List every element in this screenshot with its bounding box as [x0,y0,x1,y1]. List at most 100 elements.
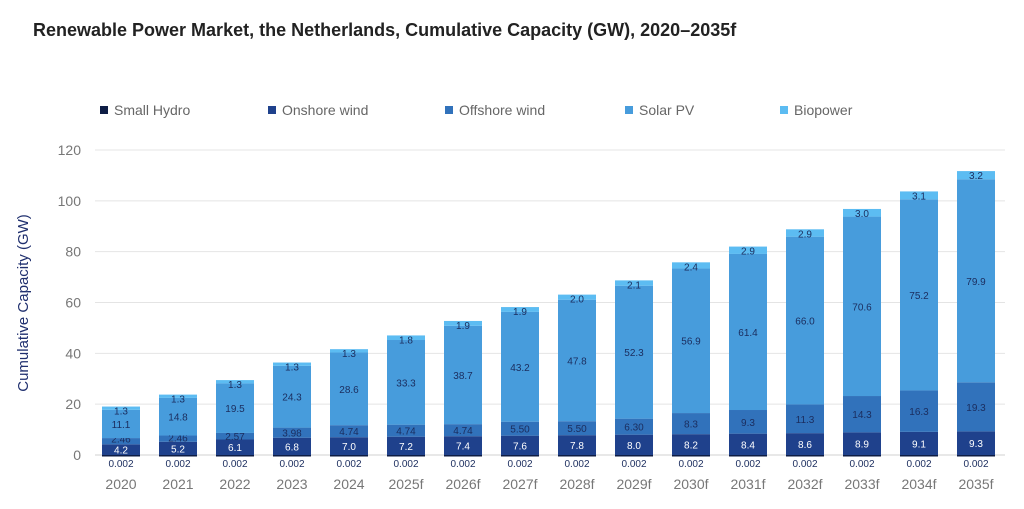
bar-segment [387,454,425,457]
data-label: 66.0 [795,317,815,328]
chart-title: Renewable Power Market, the Netherlands,… [33,20,737,40]
data-label: 6.1 [228,443,242,454]
bar-segment [843,396,881,433]
bar-segment [900,454,938,457]
legend-swatch [625,106,633,114]
data-label: 61.4 [738,328,758,339]
bar-segment [672,413,710,435]
bar-segment [900,191,938,200]
bar-segment [843,454,881,457]
data-label: 19.3 [966,403,986,414]
data-label: 7.0 [342,442,356,453]
bar-segment [615,454,653,457]
bar-segment [159,397,197,436]
bar-segment [501,307,539,312]
x-tick-label: 2022 [219,476,250,492]
bar-segment [102,438,140,445]
data-label: 8.6 [798,440,812,451]
bar-segment [273,427,311,438]
bar-segment [786,454,824,457]
bar-segment [501,421,539,436]
data-label: 7.6 [513,441,527,452]
bar-segment [558,421,596,436]
bar-segment [273,362,311,366]
data-label: 7.2 [399,442,413,453]
bar-segment [957,179,995,383]
data-label: 56.9 [681,337,701,348]
data-label: 8.4 [741,440,755,451]
data-label: 2.57 [225,432,245,443]
bar-segment [216,454,254,457]
x-tick-label: 2024 [333,476,364,492]
x-tick-label: 2027f [502,476,537,492]
data-label: 9.1 [912,439,926,450]
bar-segment [330,437,368,455]
bar-segment [957,171,995,180]
bar-segment [159,394,197,398]
bar-segment [843,432,881,455]
bar-segment [216,439,254,455]
data-label: 8.9 [855,440,869,451]
bar-segment [102,409,140,439]
bar-segment [615,434,653,455]
data-label: 8.2 [684,441,698,452]
legend-label: Small Hydro [114,102,190,118]
data-label: 2.9 [741,247,755,258]
data-label: 0.002 [735,459,760,470]
data-label: 9.3 [741,418,755,429]
bar-segment [672,268,710,414]
data-label: 52.3 [624,348,644,359]
bar-segment [102,444,140,455]
y-tick-label: 120 [58,142,82,158]
bar-segment [558,435,596,455]
y-tick-label: 60 [65,295,81,311]
x-tick-label: 2033f [844,476,879,492]
bar-segment [843,208,881,217]
data-label: 0.002 [108,459,133,470]
data-label: 1.9 [456,321,470,332]
legend-label: Solar PV [639,102,695,118]
data-label: 11.1 [112,420,131,431]
bar-segment [330,349,368,353]
data-label: 1.3 [171,395,185,406]
bar-segment [444,454,482,457]
bar-segment [330,454,368,457]
bar-segment [729,433,767,455]
bar-segment [672,454,710,457]
bar-segment [387,340,425,425]
bar-segment [900,199,938,391]
data-label: 3.2 [969,171,983,182]
data-label: 2.0 [570,295,584,306]
data-label: 3.1 [912,191,926,202]
bar-segment [843,216,881,397]
data-label: 8.0 [627,441,641,452]
bar-segment [159,454,197,457]
bar-segment [102,454,140,457]
data-label: 70.6 [852,302,872,313]
bar-segment [273,454,311,457]
y-tick-label: 80 [65,244,81,260]
x-tick-label: 2028f [559,476,594,492]
bar-segment [273,437,311,455]
bar-segment [672,262,710,269]
data-label: 7.4 [456,442,470,453]
data-label: 11.3 [796,415,815,426]
data-label: 7.8 [570,441,584,452]
bar-segment [558,299,596,422]
bar-segment [387,335,425,341]
bar-segment [900,431,938,455]
data-label: 28.6 [339,385,359,396]
x-tick-label: 2031f [730,476,765,492]
data-label: 19.5 [225,404,245,415]
legend-label: Offshore wind [459,102,545,118]
legend-swatch [780,106,788,114]
data-label: 0.002 [792,459,817,470]
data-label: 38.7 [453,371,473,382]
bar-segment [501,454,539,457]
data-label: 0.002 [849,459,874,470]
bar-segment [672,434,710,455]
x-tick-label: 2020 [105,476,136,492]
data-label: 1.3 [342,349,356,360]
data-label: 1.9 [513,307,527,318]
x-tick-label: 2029f [616,476,651,492]
